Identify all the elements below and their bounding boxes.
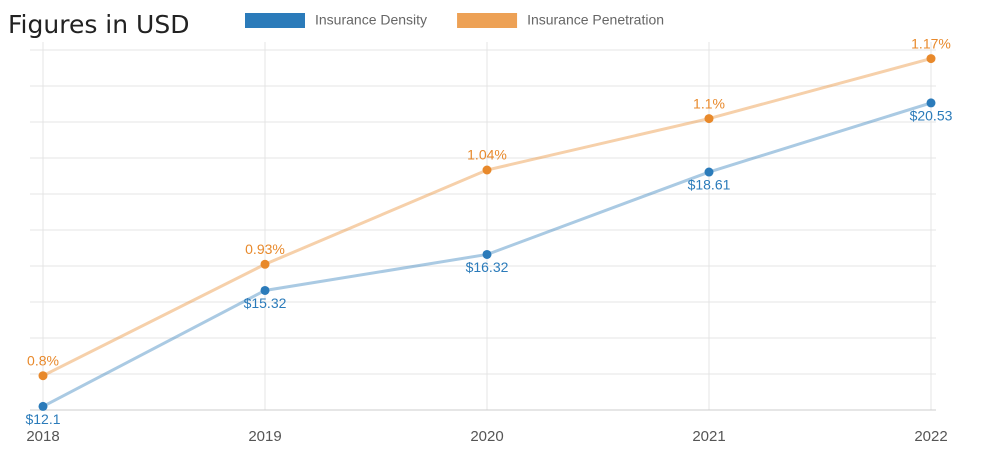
- data-label: 0.93%: [245, 241, 285, 257]
- point: [260, 259, 270, 269]
- data-label: 1.17%: [911, 35, 951, 51]
- x-tick-label: 2019: [248, 428, 281, 445]
- x-tick-label: 2021: [692, 428, 725, 445]
- data-label: $12.1: [25, 411, 60, 427]
- legend-label: Insurance Penetration: [527, 12, 664, 28]
- point: [704, 114, 714, 124]
- data-label: 0.8%: [27, 352, 59, 368]
- legend-swatch: [457, 13, 518, 28]
- point: [38, 371, 48, 381]
- chart-title: Figures in USD: [8, 10, 189, 39]
- point: [704, 167, 714, 177]
- data-label: $16.32: [466, 259, 509, 275]
- point: [260, 285, 270, 295]
- legend-swatch: [245, 13, 305, 28]
- data-label: $18.61: [688, 177, 731, 193]
- data-label: $20.53: [910, 108, 953, 124]
- data-label: 1.1%: [693, 95, 725, 111]
- point: [482, 165, 492, 175]
- point: [482, 249, 492, 259]
- x-tick-label: 2018: [26, 428, 59, 445]
- data-label: $15.32: [244, 295, 287, 311]
- point: [926, 98, 936, 108]
- point: [38, 401, 48, 411]
- x-tick-label: 2022: [914, 428, 947, 445]
- legend-label: Insurance Density: [315, 12, 427, 28]
- point: [926, 54, 936, 64]
- data-label: 1.04%: [467, 147, 507, 163]
- x-tick-label: 2020: [470, 428, 503, 445]
